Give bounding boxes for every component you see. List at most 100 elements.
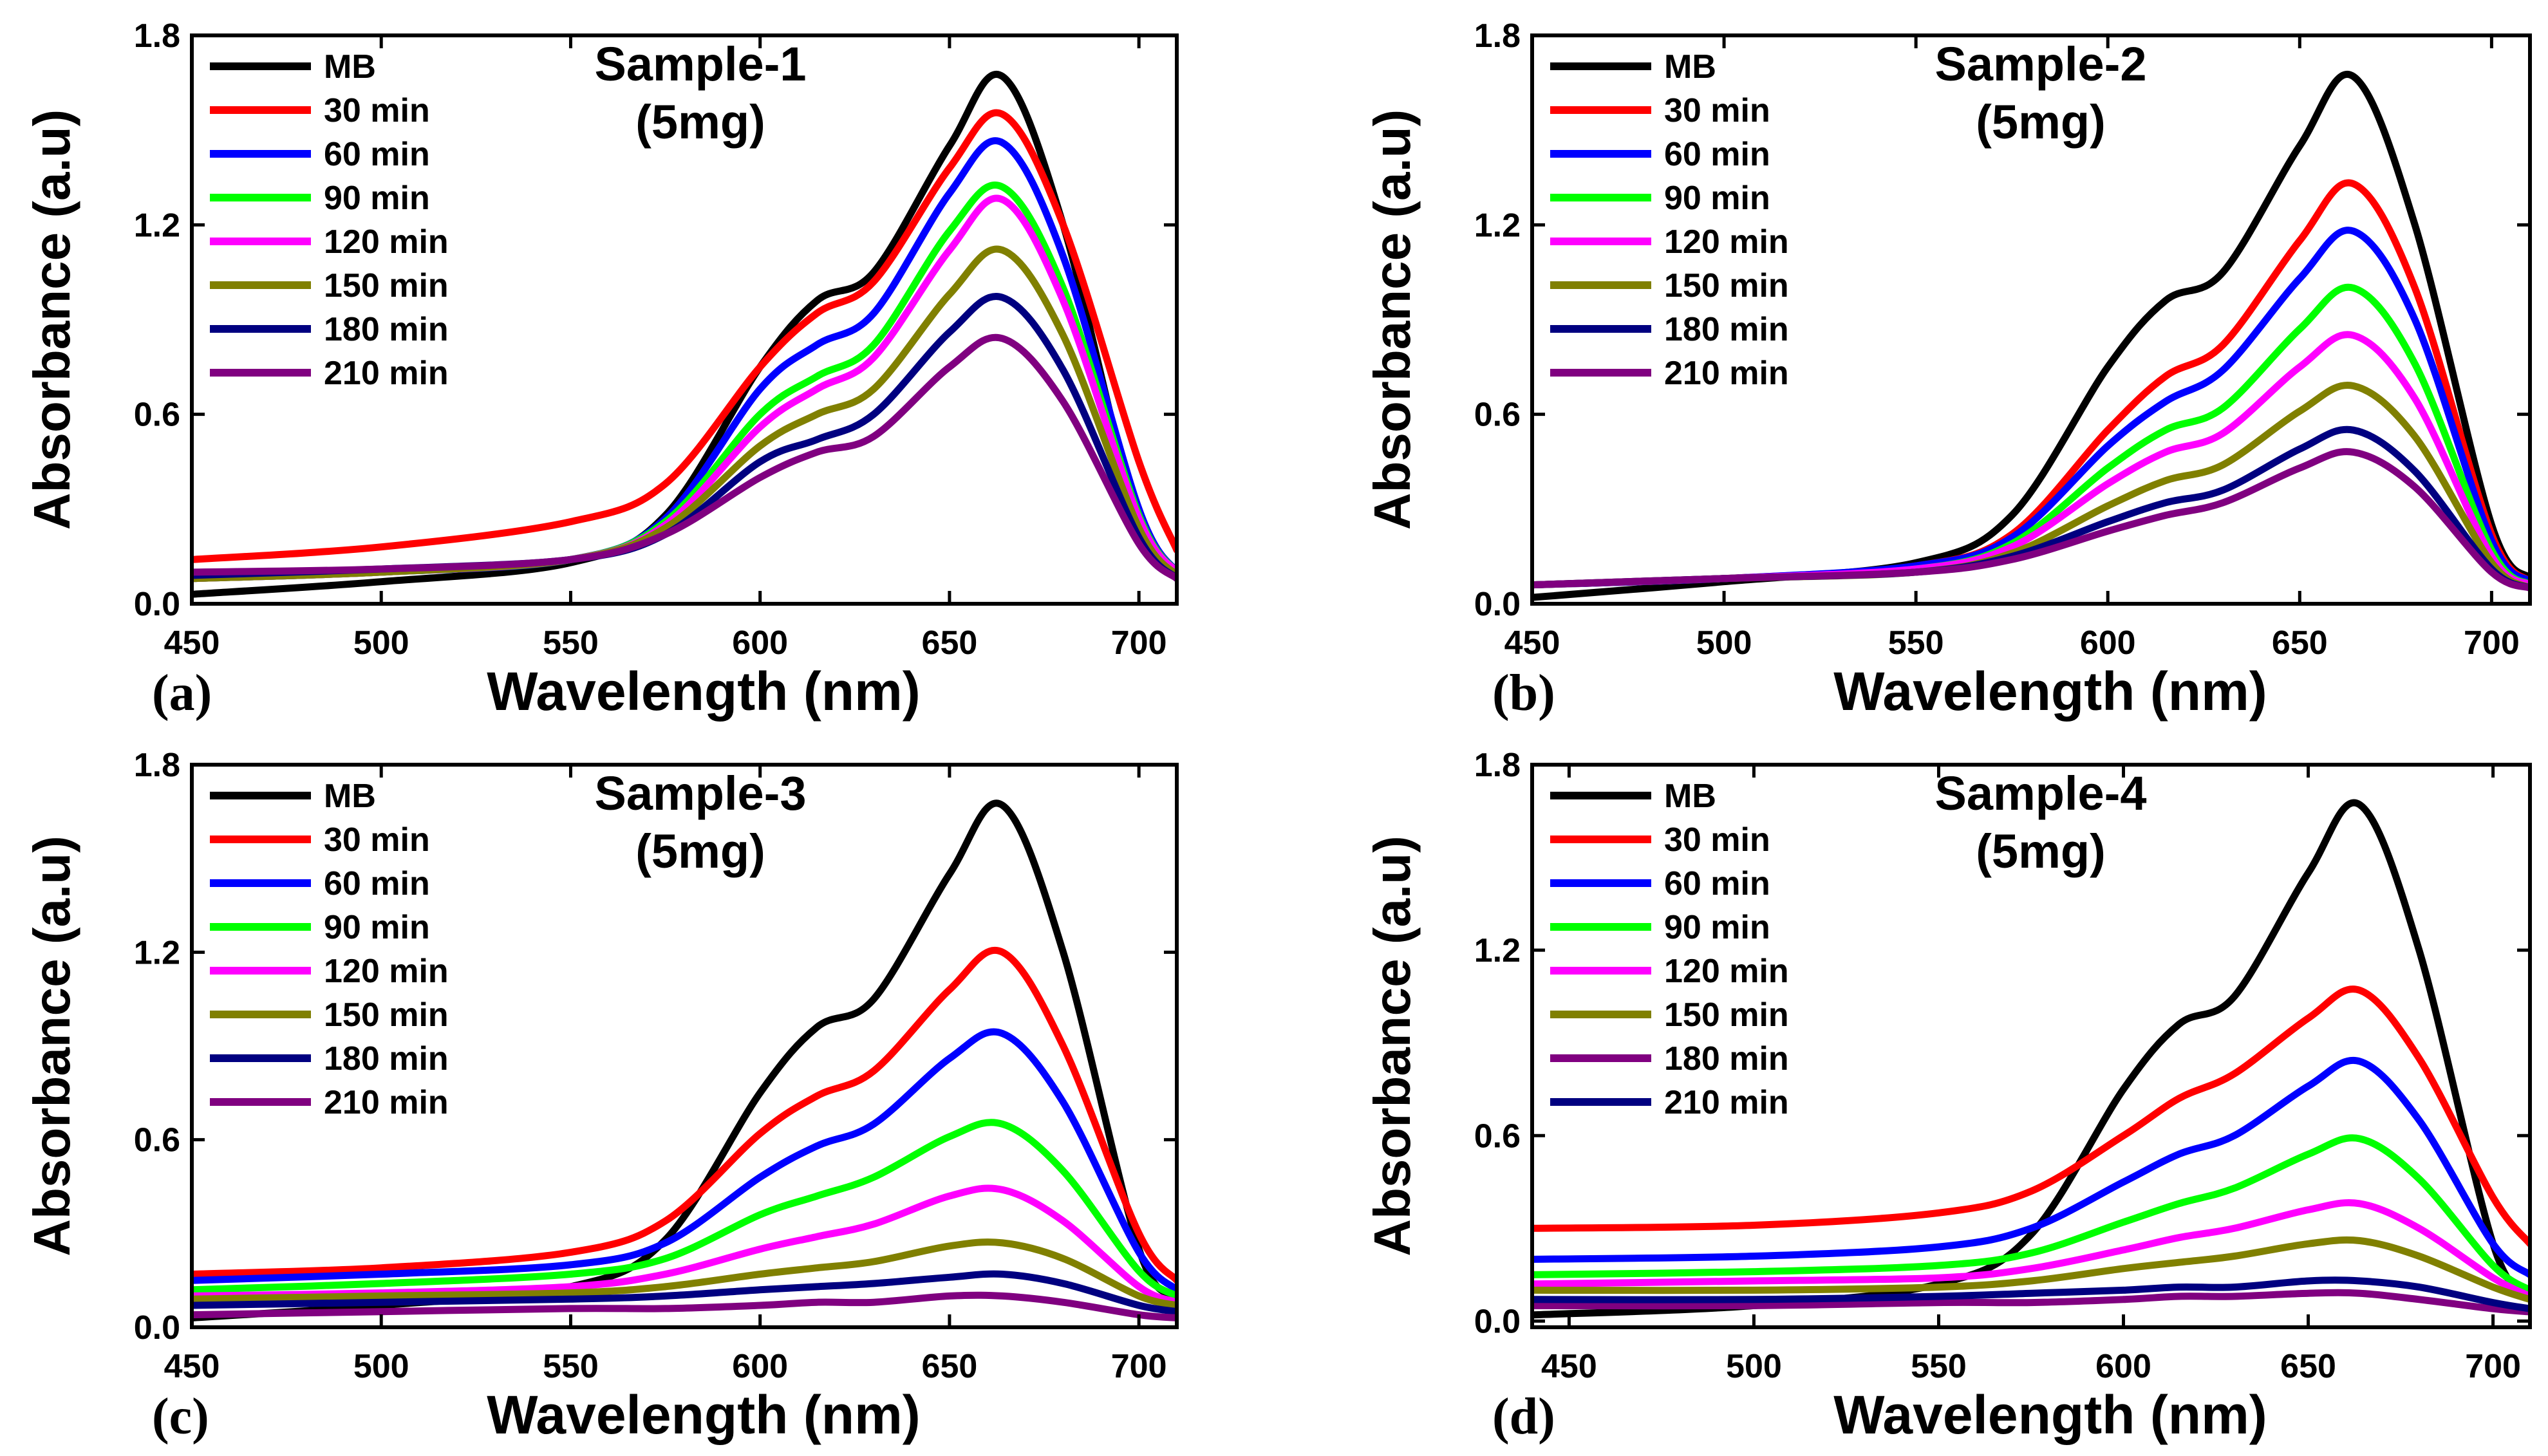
x-tick-label: 700	[1111, 1348, 1167, 1385]
legend-label: MB	[324, 48, 376, 86]
legend: MB 30 min 60 min 90 min 120 min 150 min 180 mi…	[210, 778, 449, 1121]
series-line-7	[1532, 1289, 2530, 1316]
y-axis-title: Absorbance (a.u)	[1363, 109, 1421, 530]
panel-label: (c)	[152, 1388, 209, 1445]
legend: MB 30 min 60 min 90 min 120 min 150 min 180 mi…	[1550, 48, 1789, 392]
series-line-3	[1532, 1056, 2530, 1278]
series-line-6	[1532, 1236, 2530, 1303]
x-axis-title: Wavelength (nm)	[487, 661, 921, 722]
chart-panel-2: 450 500 550 600 650 700 0.0 0.6 1.2 1.8 Wavelength…	[1363, 17, 2532, 722]
series-line-7	[192, 1270, 1177, 1316]
legend-label: 150 min	[324, 996, 449, 1034]
sample-title: Sample-3	[594, 767, 806, 820]
legend-label: 60 min	[324, 136, 430, 173]
y-tick-label: 0.6	[1474, 397, 1521, 434]
series-line-8	[1532, 448, 2530, 592]
x-tick-label: 600	[732, 624, 788, 662]
chart-panel-4: 450 500 550 600 650 700 0.0 0.6 1.2 1.8 Wavelength…	[1363, 747, 2532, 1445]
x-tick-label: 600	[732, 1348, 788, 1385]
legend-label: 30 min	[1664, 821, 1770, 859]
sample-title: Sample-1	[594, 37, 806, 91]
series-group	[1532, 71, 2530, 601]
legend-label: MB	[1664, 48, 1716, 86]
series-line-4	[1532, 1134, 2530, 1294]
x-tick-label: 500	[353, 624, 409, 662]
legend-label: 180 min	[324, 311, 449, 348]
x-tick-label: 500	[1696, 624, 1752, 662]
series-line-2	[1532, 985, 2530, 1247]
legend-label: MB	[324, 778, 376, 815]
x-tick-label: 650	[2280, 1348, 2336, 1385]
y-axis-title: Absorbance (a.u)	[1363, 835, 1421, 1256]
legend-label: 180 min	[1664, 1040, 1789, 1078]
sample-title: Sample-4	[1934, 767, 2146, 820]
plot-frame	[190, 763, 1179, 1329]
x-tick-label: 550	[1911, 1348, 1967, 1385]
y-tick-label: 0.0	[1474, 586, 1521, 623]
x-tick-label: 600	[2080, 624, 2136, 662]
y-tick-label: 1.8	[134, 17, 180, 55]
x-tick-label: 450	[164, 624, 220, 662]
legend: MB 30 min 60 min 90 min 120 min 150 min 180 mi…	[1550, 778, 1789, 1121]
panel-label: (b)	[1492, 665, 1555, 722]
x-tick-label: 700	[2464, 624, 2520, 662]
y-tick-label: 0.6	[134, 397, 180, 434]
legend-label: 90 min	[1664, 180, 1770, 217]
legend-label: 120 min	[1664, 953, 1789, 990]
plot-frame	[1530, 763, 2532, 1329]
series-group	[1532, 799, 2530, 1319]
x-tick-label: 600	[2095, 1348, 2151, 1385]
plot-frame	[190, 33, 1179, 606]
x-tick-label: 550	[543, 624, 599, 662]
legend-label: 90 min	[1664, 909, 1770, 946]
series-line-1	[192, 71, 1177, 598]
legend-label: 210 min	[1664, 1084, 1789, 1121]
legend-label: 90 min	[324, 909, 430, 946]
legend-label: 60 min	[1664, 136, 1770, 173]
x-tick-label: 550	[543, 1348, 599, 1385]
series-line-3	[192, 1028, 1177, 1294]
y-axis-title: Absorbance (a.u)	[23, 835, 80, 1256]
x-tick-label: 450	[1504, 624, 1560, 662]
series-line-5	[1532, 1199, 2530, 1300]
legend-label: 210 min	[1664, 355, 1789, 392]
y-tick-label: 0.6	[134, 1122, 180, 1159]
sample-subtitle: (5mg)	[1976, 825, 2105, 878]
sample-subtitle: (5mg)	[635, 825, 765, 878]
x-tick-label: 550	[1888, 624, 1944, 662]
series-line-8	[1532, 1276, 2530, 1312]
x-axis-title: Wavelength (nm)	[1833, 661, 2267, 722]
panel-label: (a)	[152, 665, 212, 722]
x-tick-label: 450	[164, 1348, 220, 1385]
legend: MB 30 min 60 min 90 min 120 min 150 min 180 mi…	[210, 48, 449, 392]
chart-panel-3: 450 500 550 600 650 700 0.0 0.6 1.2 1.8 Wavelength…	[23, 747, 1179, 1445]
legend-label: 90 min	[324, 180, 430, 217]
legend-label: 150 min	[324, 267, 449, 304]
sample-subtitle: (5mg)	[635, 95, 765, 149]
series-group	[192, 71, 1177, 598]
legend-label: 180 min	[324, 1040, 449, 1078]
x-tick-label: 700	[2465, 1348, 2521, 1385]
legend-label: 180 min	[1664, 311, 1789, 348]
y-tick-label: 0.0	[134, 586, 180, 623]
x-tick-label: 700	[1111, 624, 1167, 662]
y-tick-label: 1.2	[1474, 932, 1521, 969]
y-tick-label: 0.0	[134, 1309, 180, 1347]
x-tick-label: 500	[353, 1348, 409, 1385]
y-tick-label: 1.2	[134, 207, 180, 244]
sample-subtitle: (5mg)	[1976, 95, 2105, 149]
chart-panel-1: 450 500 550 600 650 700 0.0 0.6 1.2 1.8 Wavelength…	[23, 17, 1179, 722]
y-tick-label: 1.8	[134, 747, 180, 784]
y-axis-title: Absorbance (a.u)	[23, 109, 80, 530]
series-line-8	[192, 333, 1177, 583]
legend-label: 210 min	[324, 1084, 449, 1121]
series-line-6	[192, 1238, 1177, 1309]
series-line-8	[192, 1291, 1177, 1321]
series-line-2	[192, 946, 1177, 1284]
x-axis-title: Wavelength (nm)	[1833, 1385, 2267, 1445]
legend-label: MB	[1664, 778, 1716, 815]
series-line-2	[192, 109, 1177, 563]
y-tick-label: 1.2	[1474, 207, 1521, 244]
